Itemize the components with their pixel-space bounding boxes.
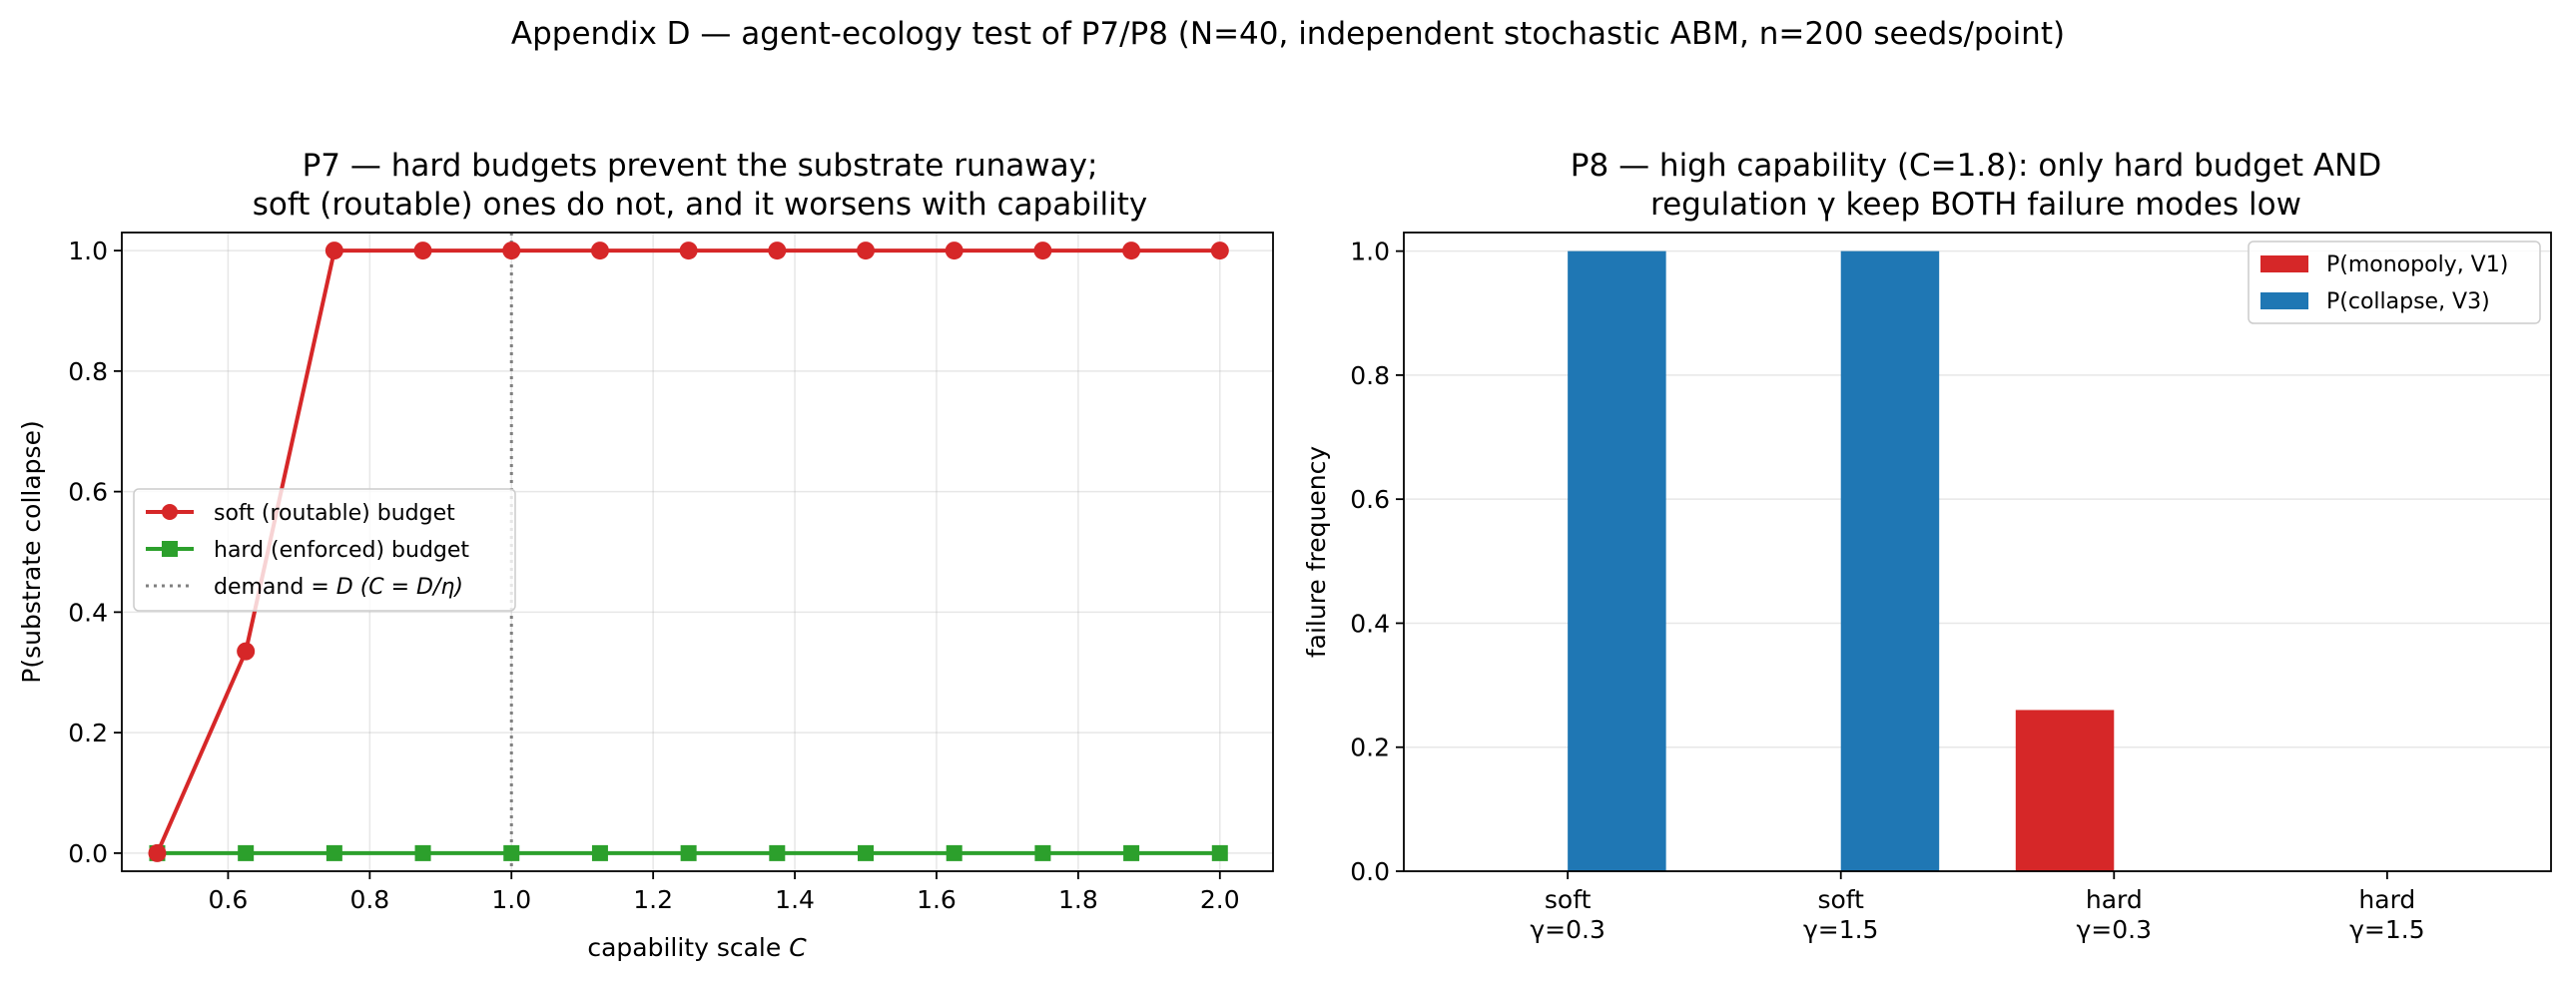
right-y-tick-label: 0.8 (1350, 361, 1390, 390)
right-x-tick-label: hard (2086, 885, 2143, 914)
right-y-tick-label: 0.4 (1350, 609, 1390, 638)
legend-swatch-monopoly (2260, 255, 2308, 272)
left-legend-box (133, 488, 516, 612)
point-hard-budget (325, 844, 342, 861)
left-y-tick-label: 1.0 (68, 237, 108, 265)
right-y-tick-label: 0.0 (1350, 857, 1390, 886)
point-soft-budget (502, 242, 521, 260)
right-plot-frame (1403, 232, 2552, 872)
left-x-tick-label: 1.4 (775, 885, 815, 914)
point-hard-budget (1034, 844, 1051, 861)
legend-square-marker (162, 541, 178, 557)
legend-circle-marker (162, 504, 178, 520)
left-series-group (148, 242, 1229, 862)
point-soft-budget (237, 642, 256, 661)
right-chart-title-line-1: P8 — high capability (C=1.8): only hard … (1571, 148, 2381, 184)
right-x-tick-label-gamma: γ=0.3 (1530, 915, 1606, 944)
point-soft-budget (679, 242, 698, 260)
right-legend: P(monopoly, V1) P(collapse, V3) (2248, 241, 2541, 324)
legend-label-collapse: P(collapse, V3) (2326, 289, 2490, 314)
left-y-ticks: 0.0 0.2 0.4 0.6 0.8 1.0 (68, 237, 122, 868)
point-hard-budget (680, 844, 697, 861)
legend-label-soft-budget: soft (routable) budget (214, 501, 455, 526)
point-soft-budget (1033, 242, 1052, 260)
point-hard-budget (591, 844, 608, 861)
right-x-tick-label-gamma: γ=1.5 (1803, 915, 1879, 944)
point-hard-budget (1123, 844, 1140, 861)
point-hard-budget (238, 844, 255, 861)
point-soft-budget (324, 242, 343, 260)
point-soft-budget (1122, 242, 1141, 260)
right-x-tick-label: hard (2358, 885, 2415, 914)
right-legend-box (2248, 241, 2541, 324)
left-chart: P7 — hard budgets prevent the substrate … (17, 148, 1274, 962)
right-y-tick-label: 1.0 (1350, 238, 1390, 266)
point-hard-budget (414, 844, 431, 861)
right-y-ticks: 0.0 0.2 0.4 0.6 0.8 1.0 (1350, 238, 1404, 886)
left-x-tick-label: 1.6 (917, 885, 957, 914)
left-y-tick-label: 0.0 (68, 839, 108, 868)
point-soft-budget (590, 242, 609, 260)
right-bars-group (1568, 250, 2115, 872)
left-legend: soft (routable) budget hard (enforced) b… (133, 488, 516, 612)
left-x-tick-label: 1.8 (1058, 885, 1098, 914)
legend-label-monopoly: P(monopoly, V1) (2326, 252, 2508, 277)
figure-suptitle: Appendix D — agent-ecology test of P7/P8… (511, 16, 2065, 52)
point-soft-budget (413, 242, 432, 260)
point-hard-budget (503, 844, 520, 861)
bar-monopoly (2015, 710, 2115, 871)
left-chart-title-line-1: P7 — hard budgets prevent the substrate … (303, 148, 1098, 184)
left-x-tick-label: 1.0 (491, 885, 531, 914)
legend-entry-hard-budget: hard (enforced) budget (146, 538, 469, 563)
left-x-axis-label: capability scale C (587, 933, 807, 962)
legend-label-demand: demand = D (C = D/η) (214, 575, 463, 600)
point-soft-budget (945, 242, 964, 260)
left-plot-frame (121, 232, 1274, 872)
left-y-tick-label: 0.2 (68, 719, 108, 747)
point-hard-budget (769, 844, 786, 861)
right-x-tick-label-gamma: γ=0.3 (2077, 915, 2153, 944)
left-x-tick-label: 2.0 (1200, 885, 1240, 914)
left-y-axis-label: P(substrate collapse) (17, 420, 46, 683)
left-x-tick-label: 0.6 (209, 885, 249, 914)
point-soft-budget (1210, 242, 1229, 260)
left-y-tick-label: 0.4 (68, 598, 108, 627)
left-y-tick-label: 0.8 (68, 357, 108, 386)
bar-collapse (1568, 250, 1666, 872)
bar-collapse (1840, 250, 1940, 872)
point-soft-budget (148, 843, 167, 862)
legend-swatch-collapse (2260, 292, 2308, 309)
right-y-tick-label: 0.2 (1350, 734, 1390, 762)
left-y-tick-label: 0.6 (68, 478, 108, 507)
point-hard-budget (858, 844, 875, 861)
point-hard-budget (946, 844, 963, 861)
right-y-tick-label: 0.6 (1350, 485, 1390, 514)
right-chart: P8 — high capability (C=1.8): only hard … (1302, 148, 2552, 944)
left-chart-title-line-2: soft (routable) ones do not, and it wors… (253, 187, 1148, 223)
right-x-tick-label-gamma: γ=1.5 (2349, 915, 2425, 944)
legend-entry-soft-budget: soft (routable) budget (146, 501, 455, 526)
left-x-tick-label: 1.2 (633, 885, 673, 914)
left-x-ticks: 0.6 0.8 1.0 1.2 1.4 1.6 1.8 2.0 (209, 871, 1240, 914)
legend-entry-demand: demand = D (C = D/η) (146, 575, 463, 600)
right-y-axis-label: failure frequency (1302, 446, 1331, 659)
right-chart-title-line-2: regulation γ keep BOTH failure modes low (1650, 187, 2301, 223)
point-soft-budget (768, 242, 787, 260)
right-x-tick-label: soft (1545, 885, 1592, 914)
point-soft-budget (857, 242, 876, 260)
legend-label-hard-budget: hard (enforced) budget (214, 538, 469, 563)
left-x-tick-label: 0.8 (349, 885, 389, 914)
right-x-tick-label: soft (1817, 885, 1864, 914)
point-hard-budget (1211, 844, 1228, 861)
